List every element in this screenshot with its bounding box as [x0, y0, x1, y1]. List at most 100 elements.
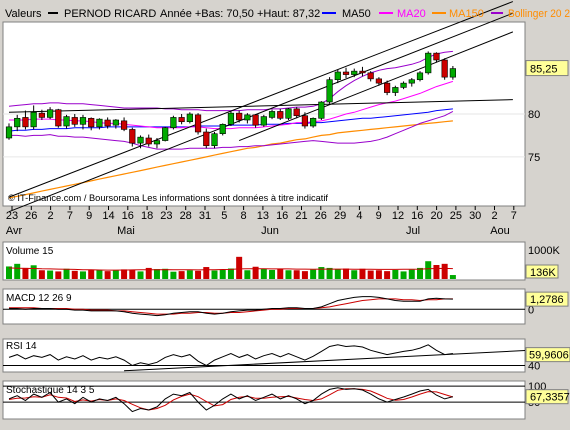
volume-bar: [384, 271, 391, 279]
candle-up: [137, 136, 144, 144]
candle-up: [260, 116, 267, 126]
volume-bar: [88, 269, 95, 279]
stochastic-d-line: [8, 388, 454, 411]
volume-bar: [145, 267, 152, 279]
candle-up: [79, 117, 87, 125]
date-label: 21: [295, 210, 307, 222]
candle-up: [186, 113, 193, 123]
rsi-trendline: [124, 350, 526, 372]
candle-up: [326, 79, 333, 103]
volume-bar: [203, 267, 210, 279]
volume-bar: [30, 265, 37, 279]
volume-bar: [359, 268, 366, 279]
candle-down: [71, 117, 78, 125]
candle-down: [38, 112, 45, 118]
volume-bar: [170, 271, 177, 279]
volume-bar: [301, 271, 308, 279]
volume-bar: [269, 269, 276, 279]
candle-up: [408, 79, 415, 84]
candle-up: [400, 82, 407, 88]
date-label: 16: [276, 210, 288, 222]
candle-up: [63, 116, 70, 127]
candle-down: [129, 129, 136, 144]
date-label: 2: [491, 210, 497, 222]
date-label: 26: [315, 210, 327, 222]
candle-up: [318, 101, 325, 119]
volume-bar: [392, 269, 399, 279]
candle-up: [112, 119, 119, 126]
volume-tick-label: 1000K: [528, 245, 560, 257]
volume-bar: [227, 268, 234, 279]
candle-up: [416, 72, 424, 81]
candle-down: [203, 131, 210, 147]
candle-down: [120, 120, 128, 130]
candle-up: [268, 111, 276, 118]
volume-bar: [162, 268, 169, 279]
volume-bar: [351, 270, 358, 279]
header-stats: Année +Bas: 70,50 +Haut: 87,32: [160, 8, 320, 20]
candle-down: [194, 114, 202, 133]
volume-bar: [137, 271, 144, 279]
price-tick-label: 80: [528, 109, 540, 121]
candle-up: [46, 109, 54, 118]
candle-up: [14, 117, 21, 128]
volume-bar: [55, 271, 62, 279]
volume-bar: [375, 270, 382, 279]
volume-bar: [367, 270, 374, 279]
date-label: 2: [48, 210, 54, 222]
volume-bar: [236, 256, 243, 279]
candle-up: [285, 108, 292, 119]
month-label: Jun: [261, 225, 279, 237]
candle-down: [252, 114, 259, 126]
trendline: [8, 99, 513, 113]
date-label: 20: [430, 210, 442, 222]
candle-down: [55, 109, 62, 127]
candle-down: [293, 108, 300, 117]
trendline: [8, 1, 514, 198]
candle-down: [375, 78, 383, 84]
price-tick-label: 75: [528, 152, 540, 164]
volume-bar: [38, 270, 45, 279]
volume-bar: [425, 261, 432, 279]
volume-bar: [14, 263, 21, 279]
candle-up: [219, 123, 226, 135]
candle-down: [236, 112, 243, 121]
stochastic-panel: Stochastique 14 3 5 1005067,3357: [2, 380, 570, 420]
volume-bar: [129, 269, 136, 279]
rsi-line: [8, 344, 453, 367]
volume-bar: [318, 267, 325, 279]
volume-bar: [334, 269, 341, 279]
date-axis: 23 26 2 7 9 14 16 18 23 28 31 5 8 13 16 21 26 29 4 9 12 16 20 2…: [6, 206, 517, 237]
date-label: 25: [450, 210, 462, 222]
header-label: Valeurs: [5, 8, 42, 20]
last-macd-label: 1,2786: [530, 294, 564, 306]
legend-ma20-label: MA20: [397, 8, 426, 20]
candle-up: [310, 117, 317, 127]
volume-bar: [121, 269, 128, 279]
volume-bar: [408, 269, 415, 279]
candle-up: [425, 52, 432, 74]
candle-down: [441, 59, 448, 78]
candle-up: [211, 133, 218, 147]
candle-up: [449, 68, 456, 78]
macd-signal-line: [9, 298, 453, 315]
date-label: 28: [180, 210, 192, 222]
date-label: 9: [376, 210, 382, 222]
date-label: 12: [392, 210, 404, 222]
candle-up: [96, 118, 103, 128]
volume-bar: [186, 270, 193, 279]
volume-bar: [326, 267, 333, 279]
last-macd-box: [525, 291, 569, 307]
volume-bar: [441, 263, 448, 279]
date-label: 7: [67, 210, 73, 222]
volume-bar: [104, 271, 111, 279]
volume-bar: [433, 265, 440, 279]
candle-down: [145, 137, 152, 145]
candle-down: [104, 119, 111, 127]
volume-bar: [252, 266, 259, 279]
source-note: © IT-Finance.com / Boursorama Les inform…: [8, 193, 329, 203]
date-label: 5: [221, 210, 227, 222]
volume-bar: [112, 270, 119, 279]
volume-bar: [260, 268, 267, 279]
